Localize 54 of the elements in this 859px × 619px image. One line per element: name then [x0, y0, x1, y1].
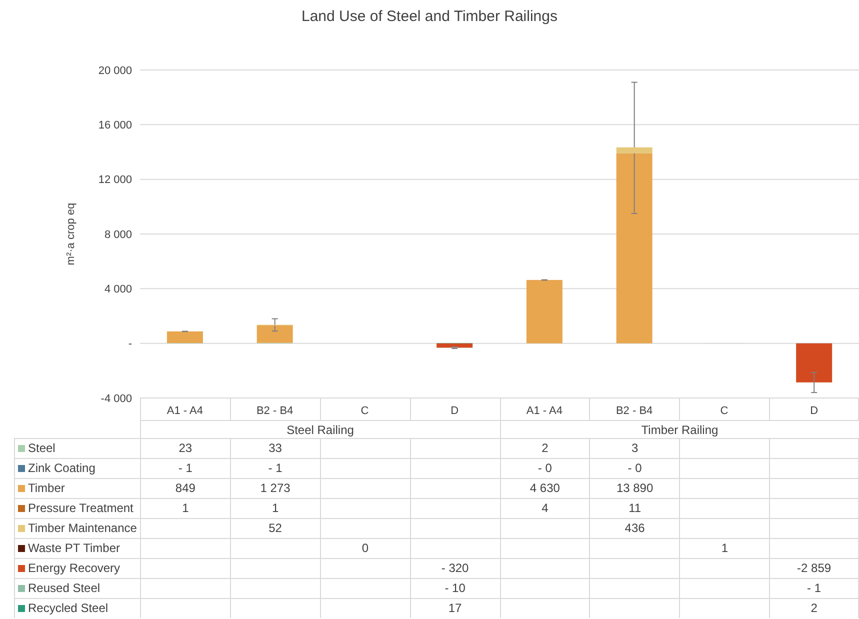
data-label: - 0 [500, 458, 590, 478]
x-tick-label: D [450, 404, 459, 417]
data-label: - 1 [769, 578, 859, 598]
x-tick-label: D [810, 404, 818, 417]
data-label: 23 [140, 438, 230, 458]
y-tick-label: 16 000 [98, 120, 132, 132]
data-label: 11 [589, 498, 680, 518]
data-label: 1 273 [230, 478, 320, 498]
legend-label: Recycled Steel [28, 600, 108, 617]
legend-label: Steel [28, 440, 56, 457]
data-label: 17 [410, 598, 500, 618]
x-tick-label: C [720, 404, 728, 417]
data-label: 2 [769, 598, 859, 618]
legend-label: Reused Steel [28, 580, 100, 597]
legend-label: Zink Coating [28, 460, 96, 477]
data-label: 4 630 [500, 478, 590, 498]
legend-label: Energy Recovery [28, 560, 120, 577]
chart-title: Land Use of Steel and Timber Railings [300, 8, 558, 25]
data-label: 1 [230, 498, 320, 518]
x-tick-label: B2 - B4 [616, 404, 653, 417]
legend-label: Pressure Treatment [28, 500, 134, 517]
x-tick-label: A1 - A4 [526, 404, 562, 417]
y-tick-label: 8 000 [104, 228, 132, 241]
text: Steel Railing [140, 420, 500, 438]
data-label: - 320 [410, 558, 500, 578]
y-axis-title: m²·a crop eq [64, 202, 77, 266]
data-label: 436 [589, 518, 680, 538]
y-tick-label: -4 000 [100, 392, 132, 405]
x-tick-label: A1 - A4 [166, 404, 203, 417]
y-tick-label: 20 000 [98, 64, 132, 77]
data-label: 2 [500, 438, 590, 458]
data-label: 13 890 [589, 478, 680, 498]
x-tick-label: B2 - B4 [256, 404, 294, 417]
data-label: 0 [320, 538, 410, 558]
legend-label: Timber Maintenance [28, 520, 137, 537]
y-tick-label: 12 000 [98, 174, 132, 186]
data-label: - 1 [140, 458, 230, 478]
data-label: 1 [679, 538, 770, 558]
data-label: 52 [230, 518, 320, 538]
data-label: 849 [140, 478, 230, 498]
text: Timber Railing [500, 420, 859, 438]
data-label: - 1 [230, 458, 320, 478]
y-tick-label: - [128, 338, 132, 350]
y-tick-label: 4 000 [104, 284, 132, 296]
data-label: 1 [140, 498, 230, 518]
data-label: 33 [230, 438, 320, 458]
data-label: - 10 [410, 578, 500, 598]
legend-label: Timber [28, 480, 65, 497]
legend-label: Waste PT Timber [28, 540, 120, 557]
data-label: -2 859 [769, 558, 859, 578]
x-tick-label: C [360, 404, 369, 417]
data-label: - 0 [589, 458, 680, 478]
data-label: 4 [500, 498, 590, 518]
data-label: 3 [589, 438, 680, 458]
